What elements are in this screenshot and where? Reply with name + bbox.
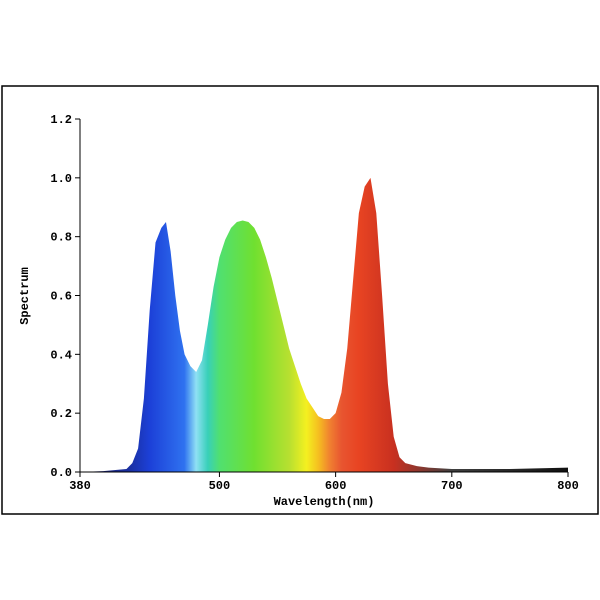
plot: 0.0 0.2 0.4 0.6 0.8 1.0 1.2 380 500 600 700 800	[50, 113, 578, 493]
x-tick-label: 380	[69, 479, 91, 493]
y-tick-label: 0.2	[50, 407, 72, 421]
y-tick-label: 1.2	[50, 113, 72, 127]
x-tick-label: 600	[325, 479, 347, 493]
spectrum-area	[80, 177, 568, 472]
y-tick-label: 0.6	[50, 290, 72, 304]
y-tick-label: 0.8	[50, 231, 72, 245]
y-tick-label: 1.0	[50, 172, 72, 186]
y-axis-label: Spectrum	[18, 267, 32, 325]
y-tick-label: 0.0	[50, 466, 72, 480]
x-tick-label: 700	[441, 479, 463, 493]
x-tick-label: 500	[209, 479, 231, 493]
x-tick-label: 800	[557, 479, 579, 493]
y-tick-label: 0.4	[50, 348, 72, 362]
x-axis-label: Wavelength(nm)	[274, 495, 375, 509]
